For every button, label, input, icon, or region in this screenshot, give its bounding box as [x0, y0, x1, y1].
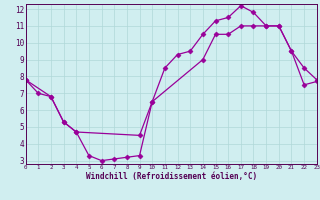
X-axis label: Windchill (Refroidissement éolien,°C): Windchill (Refroidissement éolien,°C)	[86, 172, 257, 181]
